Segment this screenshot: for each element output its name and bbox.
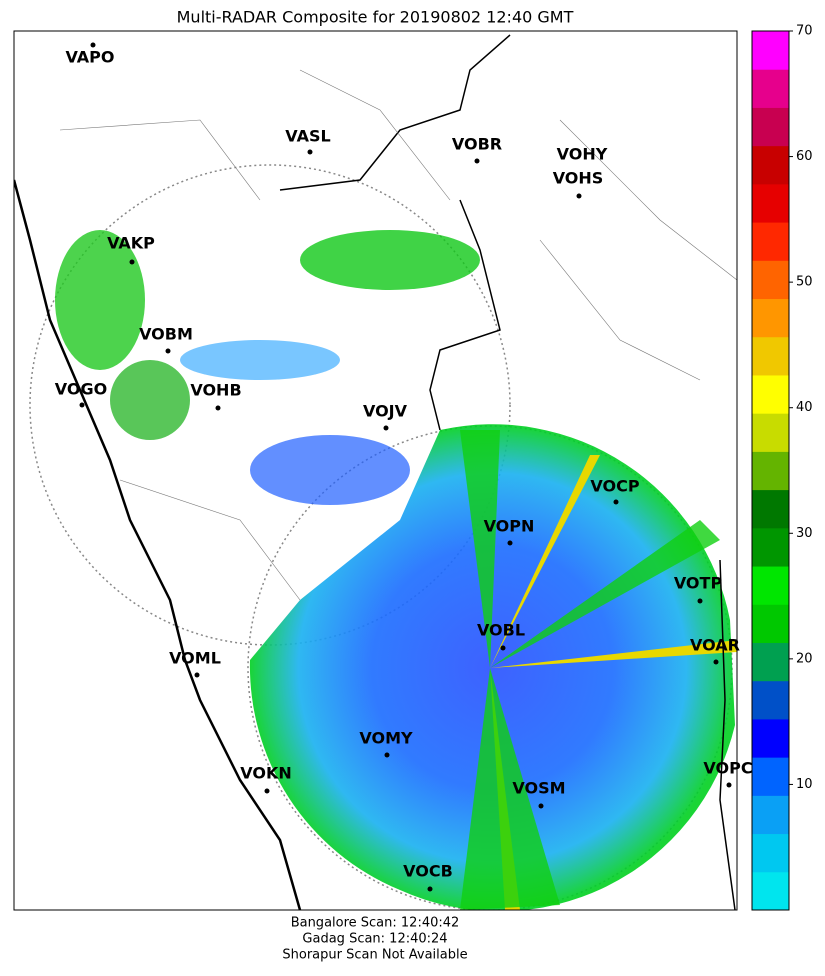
station-dot: [538, 803, 544, 809]
tick-label: 40: [796, 400, 813, 415]
station-label: VOHS: [553, 169, 604, 188]
colorbar-segment: [752, 718, 789, 758]
footer-line: Shorapur Scan Not Available: [282, 948, 467, 963]
colorbar: 10 20 30 40 50 60 70: [752, 24, 813, 911]
station-label: VAKP: [107, 234, 155, 253]
station-dot: [165, 348, 171, 354]
station-label: VOAR: [690, 636, 740, 655]
station-label: VOCB: [403, 862, 453, 881]
station-dot: [90, 42, 96, 48]
colorbar-segment: [752, 527, 789, 567]
station-label: VOBL: [477, 621, 525, 640]
station-dot: [500, 645, 506, 651]
colorbar-segment: [752, 451, 789, 491]
colorbar-segment: [752, 566, 789, 605]
station-dot: [264, 788, 270, 794]
tick-label: 50: [796, 275, 813, 290]
colorbar-segment: [752, 604, 789, 643]
station-dot: [613, 499, 619, 505]
station-label: VOSM: [512, 779, 565, 798]
station-label: VOML: [169, 649, 221, 668]
footer-line: Gadag Scan: 12:40:24: [302, 932, 447, 947]
colorbar-segment: [752, 374, 789, 414]
colorbar-segment: [752, 871, 789, 911]
station-label: VOPC: [703, 759, 752, 778]
colorbar-segment: [752, 260, 789, 300]
station-dot: [383, 425, 389, 431]
colorbar-segment: [752, 336, 789, 376]
station-label: VOBR: [452, 135, 502, 154]
colorbar-segment: [752, 680, 789, 720]
colorbar-segment: [752, 757, 789, 796]
colorbar-segment: [752, 145, 789, 185]
station-label: VOCP: [590, 477, 639, 496]
station-label: VOHB: [190, 381, 241, 400]
station-dot: [697, 598, 703, 604]
tick-label: 20: [796, 651, 813, 666]
station-label: VOBM: [139, 325, 193, 344]
station-label: VOTP: [674, 574, 723, 593]
tick-label: 60: [796, 149, 813, 164]
station-dot: [215, 405, 221, 411]
station-label: VOHY: [557, 145, 608, 164]
colorbar-frame: [751, 30, 790, 911]
station-dot: [129, 259, 135, 265]
station-label: VOKN: [240, 764, 292, 783]
colorbar-segment: [752, 642, 789, 682]
station-dot: [726, 782, 732, 788]
colorbar-segment: [752, 833, 789, 873]
colorbar-segment: [752, 183, 789, 223]
station-dot: [713, 659, 719, 665]
station-label: VASL: [285, 127, 330, 146]
colorbar-segment: [752, 298, 789, 338]
footer-line: Bangalore Scan: 12:40:42: [291, 916, 460, 931]
colorbar-segment: [752, 69, 789, 108]
station-dot: [427, 886, 433, 892]
colorbar-segment: [752, 413, 789, 452]
stations: VAPO VASL VOBR VOHY VOHS VAKP VOBM VOGO VOHB VOJV…: [55, 42, 753, 892]
station-dot: [507, 540, 513, 546]
station-label: VOJV: [363, 402, 408, 421]
map-frame: [13, 30, 738, 911]
station-label: VOPN: [484, 517, 535, 536]
title: Multi-RADAR Composite for 20190802 12:40…: [177, 8, 574, 27]
station-dot: [79, 402, 85, 408]
map: [14, 31, 737, 910]
station-label: VAPO: [65, 48, 114, 67]
tick-label: 10: [796, 777, 813, 792]
colorbar-segment: [752, 795, 789, 835]
station-dot: [307, 149, 313, 155]
colorbar-segment: [752, 31, 789, 70]
colorbar-segment: [752, 222, 789, 261]
tick-label: 30: [796, 526, 813, 541]
station-label: VOGO: [55, 380, 107, 399]
station-dot: [384, 752, 390, 758]
station-dot: [576, 193, 582, 199]
station-dot: [474, 158, 480, 164]
colorbar-segment: [752, 489, 789, 529]
colorbar-segment: [752, 107, 789, 147]
tick-label: 70: [796, 24, 813, 39]
station-label: VOMY: [359, 729, 413, 748]
station-dot: [194, 672, 200, 678]
